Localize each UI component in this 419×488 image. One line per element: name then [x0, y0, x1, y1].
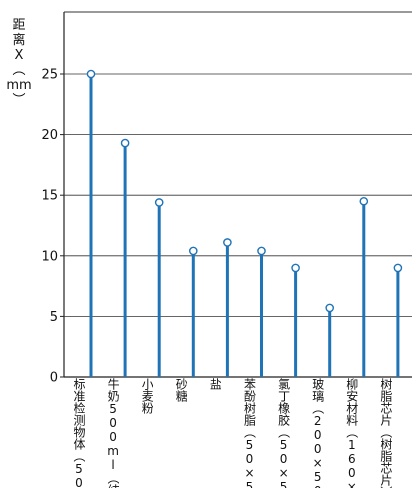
value-marker — [154, 198, 164, 207]
y-tick-label: 5 — [50, 310, 58, 325]
category-label: 小麦粉 — [140, 378, 154, 414]
y-axis-title-char: 离 — [12, 33, 26, 48]
value-marker — [120, 138, 130, 148]
category-label: 苯酚树脂（50×50×50） — [242, 378, 256, 488]
category-label: 玻璃（200×50×t3） — [310, 378, 324, 488]
y-tick-label: 15 — [41, 189, 58, 204]
y-axis-title-char: ︶ — [12, 93, 26, 108]
y-tick-label: 0 — [50, 371, 58, 386]
category-label: 氯丁橡胶（50×50×t5） — [276, 378, 290, 488]
category-label: 标准检测物体（50×50×t1） — [72, 378, 85, 488]
category-label: 柳安材料（160×120×t15） — [345, 378, 358, 488]
y-axis-title-char: 距 — [12, 18, 26, 33]
y-tick-label: 10 — [41, 249, 58, 264]
value-marker — [188, 246, 198, 256]
category-label: 盐 — [208, 378, 222, 390]
y-axis-title-char: ︵ — [12, 63, 26, 78]
value-marker — [86, 69, 96, 79]
value-marker — [359, 196, 369, 206]
y-axis-title-char: X — [14, 48, 24, 63]
category-label: 牛奶500ml（纯水） — [106, 378, 120, 488]
value-marker — [223, 238, 232, 247]
y-axis-title: 距 离 X ︵ mm ︶ — [6, 18, 32, 108]
y-tick-label: 25 — [41, 68, 58, 83]
value-marker — [291, 263, 300, 273]
value-marker — [257, 246, 266, 256]
y-tick-label: 20 — [41, 128, 58, 143]
value-marker — [393, 263, 403, 273]
category-label: 树脂芯片（树脂芯片） — [378, 378, 392, 488]
y-axis-title-char: mm — [6, 78, 32, 93]
value-marker — [325, 303, 335, 313]
category-label: 砂糖 — [174, 378, 188, 402]
